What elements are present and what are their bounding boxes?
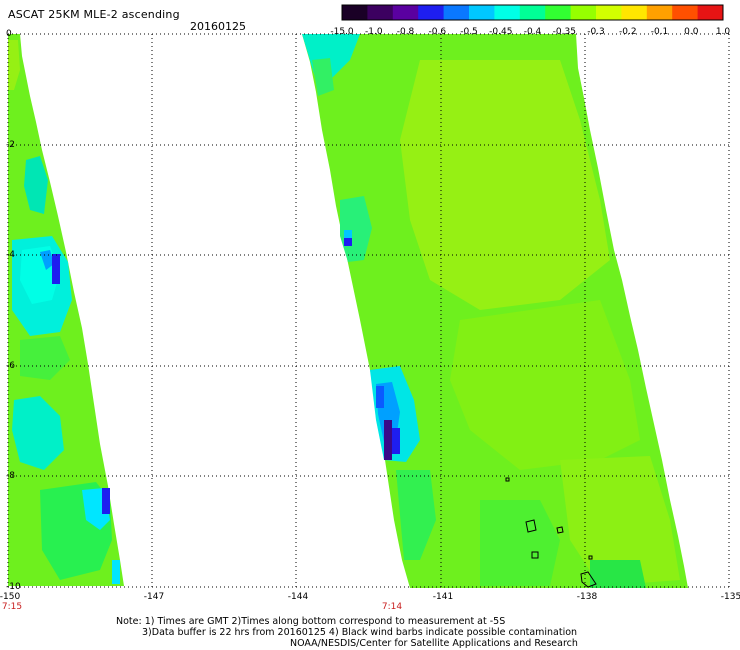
- product-title: ASCAT 25KM MLE-2 ascending: [8, 8, 180, 21]
- note-line-3: NOAA/NESDIS/Center for Satellite Applica…: [290, 638, 578, 649]
- lat-label: 0: [6, 29, 12, 39]
- island: [588, 555, 593, 560]
- colorbar-cell: [570, 5, 597, 20]
- colorbar-cell: [443, 5, 470, 20]
- lat-label: -2: [6, 140, 15, 150]
- east-dark-cell: [384, 420, 392, 460]
- lon-label: -141: [433, 592, 453, 602]
- lon-labels: -150 -147 -144 -141 -138 -135: [0, 592, 740, 602]
- island: [505, 477, 510, 482]
- colorbar: -15.0 -1.0 -0.8 -0.6 -0.5 -0.45 -0.4 -0.35 -0.3 -…: [330, 4, 731, 37]
- colorbar-cell: [596, 5, 622, 20]
- west-cyan-patch: [24, 156, 48, 214]
- colorbar-label: 1.0: [716, 27, 731, 37]
- colorbar-cell: [697, 5, 724, 20]
- colorbar-cell: [469, 5, 495, 20]
- colorbar-label: -0.2: [619, 27, 637, 37]
- lat-labels: 0 -2 -4 -6 -8 -10: [6, 29, 21, 592]
- time-label: 7:14: [382, 602, 402, 612]
- island: [531, 551, 539, 559]
- lon-label: -150: [0, 592, 20, 602]
- colorbar-cell: [621, 5, 648, 20]
- island: [556, 526, 564, 534]
- island: [525, 519, 537, 533]
- east-blue-cell: [344, 238, 352, 246]
- colorbar-label: -0.5: [460, 27, 478, 37]
- colorbar-cell: [367, 5, 394, 20]
- note-line-2: 3)Data buffer is 22 hrs from 20160125 4)…: [142, 627, 578, 638]
- colorbar-cell: [519, 5, 546, 20]
- colorbar-cell: [392, 5, 419, 20]
- lon-label: -147: [144, 592, 164, 602]
- colorbar-label: -0.45: [489, 27, 512, 37]
- lat-label: -4: [6, 250, 15, 260]
- colorbar-cell: [545, 5, 572, 20]
- colorbar-frame: [341, 4, 724, 21]
- swath-east: [302, 34, 688, 588]
- east-yellow-region: [400, 60, 610, 310]
- time-label: 7:15: [2, 602, 22, 612]
- lon-label: -135: [721, 592, 740, 602]
- lon-label: -138: [577, 592, 598, 602]
- lat-label: -8: [6, 471, 15, 481]
- swath-west: [8, 34, 124, 586]
- colorbar-cell: [646, 5, 673, 20]
- west-blue-cell: [52, 254, 60, 284]
- colorbar-label: 0.0: [684, 27, 699, 37]
- graticule: [7, 33, 730, 588]
- island: [580, 571, 597, 588]
- colorbar-cell: [418, 5, 445, 20]
- colorbar-label: -15.0: [330, 27, 354, 37]
- colorbar-cell: [672, 5, 699, 20]
- west-yellow-patch: [8, 40, 20, 90]
- note-line-1: Note: 1) Times are GMT 2)Times along bot…: [116, 616, 506, 627]
- colorbar-cell: [494, 5, 521, 20]
- colorbar-label: -0.35: [553, 27, 576, 37]
- lon-label: -144: [288, 592, 309, 602]
- colorbar-label: -0.8: [397, 27, 415, 37]
- colorbar-label: -1.0: [365, 27, 383, 37]
- islands: [505, 477, 597, 588]
- time-labels: 7:15 7:14: [2, 602, 402, 612]
- colorbar-label: -0.6: [429, 27, 447, 37]
- colorbar-label: -0.4: [524, 27, 542, 37]
- lat-label: -6: [6, 361, 15, 371]
- colorbar-cell: [342, 5, 368, 20]
- west-blue-cell-2: [102, 488, 110, 514]
- colorbar-label: -0.1: [651, 27, 669, 37]
- product-date: 20160125: [190, 20, 246, 33]
- colorbar-label: -0.3: [587, 27, 605, 37]
- lat-label: -10: [6, 582, 21, 592]
